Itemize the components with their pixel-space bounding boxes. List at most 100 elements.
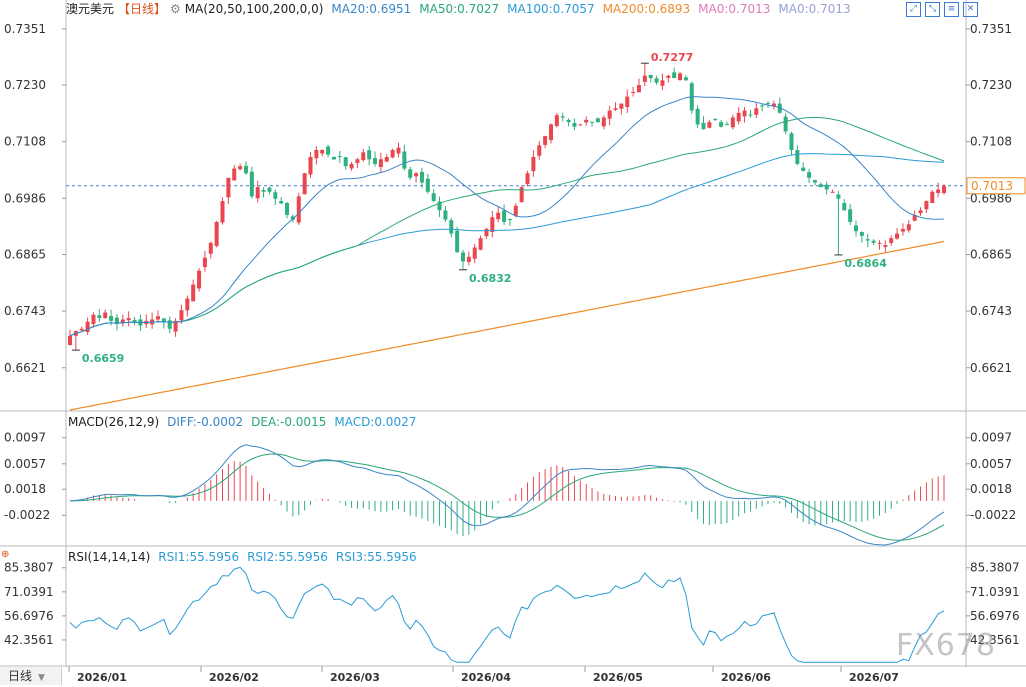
x-tick-label: 2026/07 [849, 671, 899, 684]
main-legend: 澳元美元 【日线】 ⚙ MA(20,50,100,200,0,0) MA20:0.695… [66, 0, 1026, 18]
candle-body [155, 316, 160, 320]
candle-body [625, 96, 630, 108]
y-tick-label-right: 42.3561 [970, 633, 1020, 647]
candle-body [85, 321, 90, 332]
ma0-value-b: MA0:0.7013 [778, 2, 851, 16]
candle-body [513, 205, 518, 216]
candle-body [748, 114, 753, 116]
period-label: 【日线】 [118, 2, 167, 16]
ma0-value-a: MA0:0.7013 [698, 2, 771, 16]
y-tick-label-right: 56.6976 [970, 609, 1020, 623]
candle-body [478, 238, 483, 250]
candle-body [114, 317, 119, 325]
candle-body [431, 193, 436, 202]
candle-body [895, 233, 900, 239]
y-tick-label-right: 85.3807 [970, 561, 1020, 575]
y-tick-label-right: 0.6621 [970, 361, 1012, 375]
candle-body [91, 314, 96, 324]
candle-body [331, 156, 336, 160]
candle-body [455, 230, 460, 253]
expand-icon[interactable]: ⤢ [906, 2, 921, 17]
candle-body [243, 165, 248, 174]
candle-body [185, 298, 190, 311]
candle-body [807, 172, 812, 178]
candle-body [437, 201, 442, 211]
candle-body [942, 185, 946, 193]
candle-body [197, 270, 202, 289]
rsi2-value: RSI2:55.5956 [247, 550, 328, 564]
candle-body [648, 74, 653, 79]
macd-diff-line [69, 444, 945, 546]
candle-body [97, 315, 102, 319]
candle-body [601, 117, 606, 127]
y-tick-label-left: 71.0391 [4, 585, 54, 599]
candle-body [308, 156, 313, 175]
candle-body [865, 239, 870, 241]
annotation-label: 0.6659 [82, 352, 124, 365]
candle-body [132, 319, 137, 322]
close-icon[interactable]: ✕ [963, 2, 978, 17]
candle-body [578, 124, 583, 126]
y-tick-label-right: 0.6743 [970, 304, 1012, 318]
candle-body [337, 156, 342, 158]
y-tick-label-left: 0.0018 [4, 482, 46, 496]
candle-body [724, 124, 729, 126]
candle-body [713, 119, 718, 121]
candle-body [191, 284, 196, 302]
candle-body [801, 167, 806, 171]
candle-body [267, 187, 272, 192]
candlestick-series [68, 63, 946, 351]
y-tick-label-left: 0.7351 [4, 22, 46, 36]
candle-body [930, 191, 935, 204]
candle-body [449, 220, 454, 234]
crosshair-icon[interactable]: ⊕ [1, 549, 10, 560]
ma200-line [69, 240, 945, 411]
rsi1-value: RSI1:55.5956 [158, 550, 240, 564]
candle-body [918, 210, 923, 214]
ma20-value: MA20:0.6951 [331, 2, 412, 16]
candle-body [390, 150, 395, 158]
candle-body [754, 108, 759, 115]
period-button-label: 日线 [8, 669, 33, 683]
candle-body [103, 312, 108, 319]
rsi3-value: RSI3:55.5956 [335, 550, 417, 564]
candle-body [484, 228, 489, 237]
candle-body [701, 122, 706, 130]
candle-body [126, 318, 131, 321]
candle-body [695, 108, 700, 125]
candle-body [883, 245, 888, 247]
candle-body [543, 136, 548, 145]
y-tick-label-left: 0.0097 [4, 431, 46, 445]
candle-body [161, 318, 166, 322]
candle-body [672, 72, 677, 79]
candle-body [255, 187, 260, 199]
candle-body [554, 115, 559, 126]
candle-body [889, 238, 894, 244]
candle-body [208, 242, 213, 254]
candle-body [525, 173, 530, 185]
candle-body [666, 75, 671, 78]
menu-icon[interactable]: ≡ [944, 2, 959, 17]
candle-body [678, 73, 683, 81]
x-tick-label: 2026/04 [461, 671, 511, 684]
candle-body [519, 187, 524, 203]
settings-icon[interactable]: ⚙ [170, 2, 181, 16]
y-tick-label-right: 0.0057 [970, 457, 1012, 471]
macd-params-label: MACD(26,12,9) [68, 415, 160, 429]
macd-dea-line [69, 453, 945, 541]
candle-body [590, 121, 595, 123]
candle-body [378, 159, 383, 167]
period-button[interactable]: 日线 ▼ [0, 667, 62, 685]
shrink-icon[interactable]: ⤡ [925, 2, 940, 17]
macd-legend: MACD(26,12,9) DIFF:-0.0002 DEA:-0.0015 MACD… [68, 413, 1026, 431]
candle-body [361, 152, 366, 161]
annotation-label: 0.6832 [469, 272, 511, 285]
candle-body [279, 200, 284, 204]
candle-body [836, 194, 841, 199]
candle-body [226, 177, 231, 198]
candle-body [783, 116, 788, 132]
y-tick-label-right: 0.7351 [970, 22, 1012, 36]
candle-body [214, 221, 219, 247]
y-tick-label-left: 0.6621 [4, 361, 46, 375]
